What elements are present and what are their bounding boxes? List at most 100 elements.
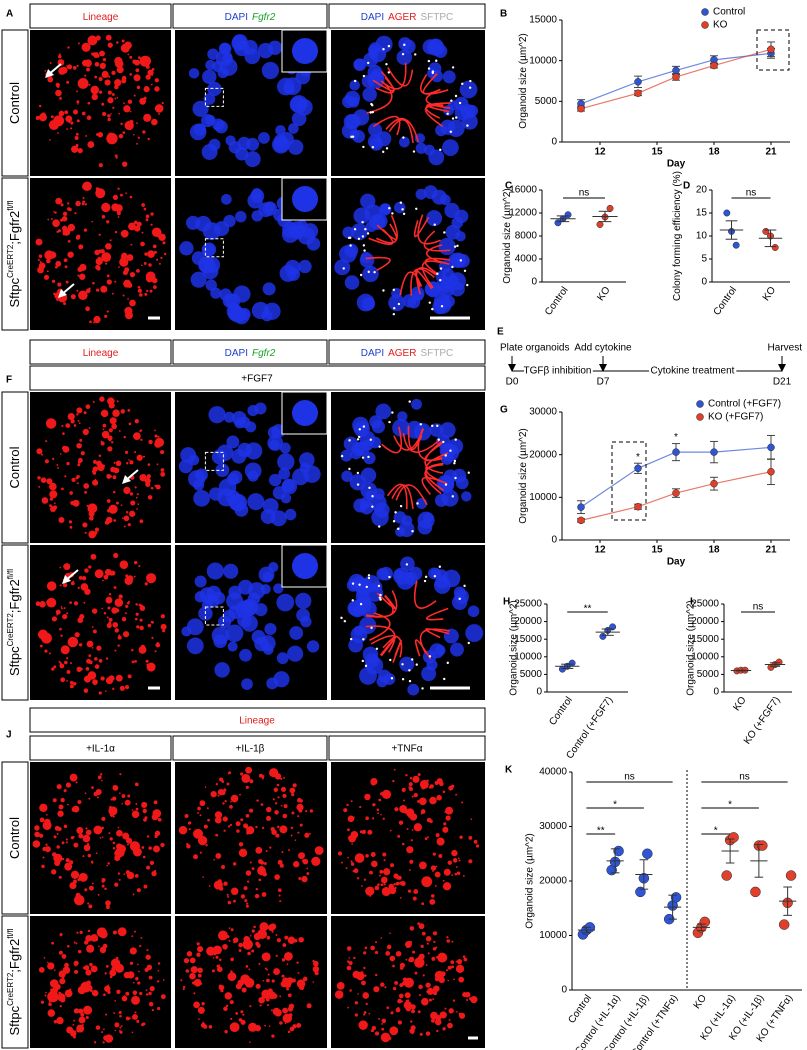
cell bbox=[94, 657, 98, 661]
cell bbox=[446, 969, 449, 972]
sftpc-stain bbox=[371, 146, 375, 149]
cell bbox=[393, 883, 396, 886]
cell bbox=[114, 1029, 117, 1032]
cell bbox=[157, 817, 162, 822]
nucleus bbox=[193, 489, 211, 507]
cell bbox=[91, 646, 94, 649]
ager-stain bbox=[366, 62, 451, 144]
arrow-head bbox=[62, 575, 71, 584]
cell bbox=[59, 1005, 62, 1008]
cell bbox=[56, 1016, 64, 1025]
nucleus bbox=[438, 237, 456, 256]
micrograph-content bbox=[188, 33, 313, 168]
point bbox=[577, 104, 585, 113]
cell bbox=[384, 986, 387, 989]
cell bbox=[120, 122, 123, 126]
cell bbox=[117, 831, 120, 835]
cell bbox=[139, 519, 144, 524]
cell bbox=[368, 1012, 371, 1015]
header: DAPI AGER SFTPC bbox=[361, 348, 453, 359]
nucleus bbox=[273, 583, 284, 594]
sftpc-stain bbox=[342, 267, 345, 270]
header-box bbox=[1, 177, 29, 331]
cell bbox=[409, 813, 418, 821]
cell bbox=[433, 940, 436, 943]
header-box bbox=[29, 339, 172, 365]
cell bbox=[134, 782, 139, 787]
cell bbox=[230, 794, 239, 803]
cell bbox=[69, 601, 72, 604]
cell bbox=[232, 862, 237, 866]
cell bbox=[94, 937, 99, 942]
cell bbox=[147, 463, 151, 466]
cell bbox=[44, 70, 47, 72]
cell bbox=[413, 792, 418, 798]
cell bbox=[258, 962, 261, 965]
sftpc-stain bbox=[453, 461, 456, 465]
arrow-head bbox=[778, 364, 786, 372]
cell bbox=[101, 816, 106, 821]
cell bbox=[104, 568, 112, 576]
sftpc-stain bbox=[358, 583, 361, 586]
cell bbox=[145, 993, 149, 996]
cell bbox=[380, 876, 388, 884]
cell bbox=[66, 80, 70, 84]
cell bbox=[446, 936, 449, 939]
cell bbox=[61, 424, 64, 427]
cell bbox=[246, 902, 249, 905]
cell bbox=[436, 837, 445, 846]
cell bbox=[216, 966, 223, 973]
cell bbox=[143, 96, 147, 100]
cell bbox=[154, 830, 161, 836]
cell bbox=[275, 833, 280, 838]
sftpc-stain bbox=[436, 424, 439, 427]
cell bbox=[258, 996, 265, 1004]
nucleus bbox=[378, 203, 392, 216]
cell bbox=[197, 806, 201, 811]
panel-letter: A bbox=[6, 9, 13, 20]
cell bbox=[452, 999, 456, 1002]
nucleus bbox=[339, 245, 357, 263]
nucleus bbox=[450, 252, 467, 269]
cell bbox=[243, 886, 248, 891]
cell bbox=[72, 681, 77, 686]
row-label-part: CreERT2 bbox=[6, 613, 15, 647]
sftpc-stain bbox=[367, 270, 370, 274]
header-box bbox=[328, 735, 486, 761]
inset-nucleus bbox=[292, 553, 318, 579]
cell bbox=[394, 886, 397, 890]
cell bbox=[439, 781, 444, 787]
cell bbox=[221, 865, 226, 870]
cell bbox=[224, 992, 233, 1000]
cell bbox=[100, 249, 105, 254]
cell bbox=[122, 832, 130, 840]
sftpc-stain bbox=[353, 79, 357, 83]
cell bbox=[115, 843, 123, 850]
cell bbox=[113, 467, 120, 474]
cell bbox=[115, 501, 119, 505]
cell bbox=[275, 933, 278, 936]
cell bbox=[230, 928, 234, 932]
cell bbox=[45, 991, 47, 994]
y-tick-label: 10 bbox=[696, 231, 708, 242]
cell bbox=[296, 979, 306, 988]
cell bbox=[273, 968, 280, 976]
nucleus bbox=[383, 673, 396, 685]
cell bbox=[157, 970, 160, 972]
nucleus bbox=[262, 282, 276, 296]
nucleus bbox=[247, 493, 265, 511]
nucleus bbox=[284, 508, 297, 521]
cell bbox=[80, 451, 85, 456]
header: DAPI Fgfr2 bbox=[225, 348, 276, 359]
nucleus bbox=[348, 637, 363, 653]
nucleus bbox=[359, 497, 372, 509]
legend-label: KO (+FGF7) bbox=[708, 412, 763, 423]
cell bbox=[152, 809, 162, 818]
nucleus bbox=[372, 213, 388, 229]
cell bbox=[49, 652, 51, 655]
cell bbox=[398, 820, 404, 825]
cell bbox=[440, 971, 446, 977]
cell bbox=[57, 282, 62, 287]
cell bbox=[138, 565, 141, 568]
panel-letter: D bbox=[683, 181, 690, 192]
